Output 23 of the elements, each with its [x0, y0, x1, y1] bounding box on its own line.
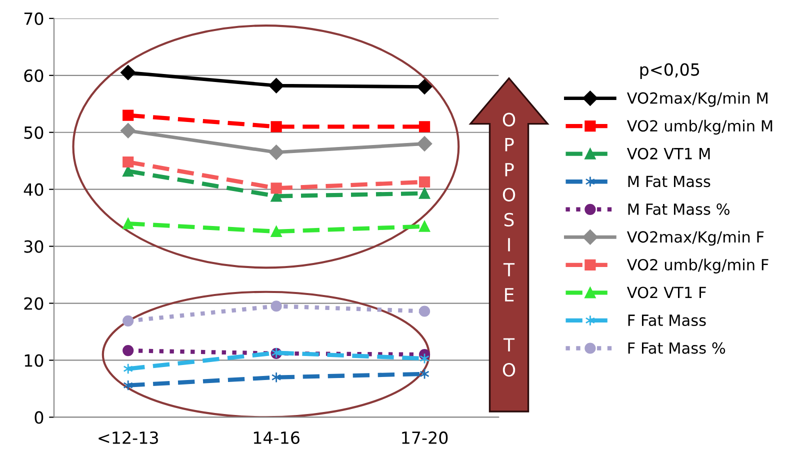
- y-tick-label: 60: [24, 69, 44, 82]
- legend-label: VO2max/Kg/min M: [626, 92, 768, 107]
- y-tick-label: 40: [24, 183, 44, 196]
- legend-label: M Fat Mass %: [628, 203, 730, 215]
- x-tick-label: 14-16: [254, 431, 300, 444]
- legend-label: F Fat Mass: [628, 314, 706, 326]
- y-tick-label: 70: [24, 12, 44, 26]
- y-tick-label: 30: [24, 240, 44, 253]
- y-tick-label: 10: [24, 354, 44, 367]
- legend-label: VO2 VT1 M: [626, 148, 710, 160]
- legend-label: VO2max/Kg/min F: [626, 230, 764, 246]
- legend-label: VO2 VT1 F: [626, 286, 706, 298]
- legend-label: VO2 umb/kg/min F: [626, 258, 768, 274]
- legend-label: VO2 umb/kg/min M: [626, 120, 772, 135]
- y-tick-label: 0: [34, 411, 44, 424]
- legend-title: p<0,05: [640, 63, 700, 80]
- legend-label: F Fat Mass %: [628, 342, 726, 354]
- x-tick-label: <12-13: [98, 431, 158, 444]
- y-tick-label: 20: [24, 297, 44, 310]
- x-tick-label: 17-20: [402, 431, 448, 444]
- y-tick-label: 50: [24, 126, 44, 139]
- legend-label: M Fat Mass: [628, 176, 710, 188]
- text: OPPOSITE TO: [502, 112, 516, 377]
